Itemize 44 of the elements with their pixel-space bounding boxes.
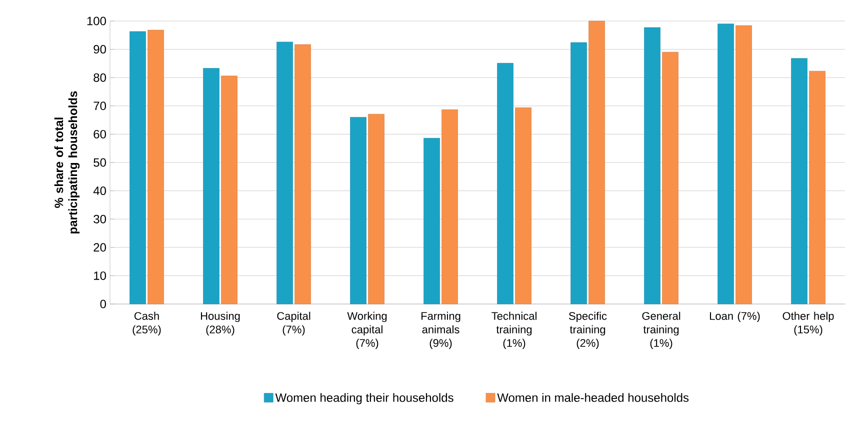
bar <box>718 24 734 304</box>
x-tick-label: Capital (7%) <box>277 312 310 336</box>
y-tick-label: 50 <box>94 158 106 167</box>
bar <box>148 30 164 304</box>
legend-label: Women in male-headed households <box>497 393 689 402</box>
x-tick-label: Technical training (1%) <box>492 312 536 350</box>
y-tick-label: 20 <box>94 243 106 252</box>
bar <box>130 31 146 304</box>
y-tick-label: 40 <box>93 186 106 196</box>
x-tick-label: Farming animals (9%) <box>421 312 460 350</box>
x-tick-label: General training (1%) <box>642 312 680 350</box>
bar <box>570 42 587 304</box>
bar <box>809 70 826 304</box>
bar <box>588 20 605 304</box>
bar <box>350 117 366 304</box>
y-tick-label: 10 <box>94 271 106 280</box>
bar <box>203 68 220 304</box>
y-tick-label: 90 <box>94 45 106 54</box>
x-tick-label: Cash (25%) <box>132 312 161 336</box>
y-tick-label: 60 <box>94 130 106 138</box>
bar <box>221 76 238 304</box>
x-tick-label: Housing (28%) <box>200 312 240 336</box>
bar <box>736 25 752 304</box>
bar <box>662 52 678 304</box>
x-tick-label: Other help (15%) <box>782 312 834 336</box>
bar <box>294 44 311 304</box>
y-tick-label: 80 <box>94 73 106 82</box>
bar <box>515 107 532 304</box>
bar <box>368 114 384 304</box>
y-tick-label: 30 <box>94 214 106 224</box>
bar <box>442 109 458 304</box>
x-tick-label: Working capital (7%) <box>347 312 387 350</box>
bar <box>424 138 440 304</box>
y-tick-label: 100 <box>87 16 106 26</box>
x-tick-label: Loan (7%) <box>710 312 760 322</box>
bar <box>791 58 808 304</box>
y-tick-label: 70 <box>94 102 106 110</box>
y-axis-title: % share of total participating households <box>54 91 80 234</box>
bar <box>276 42 293 304</box>
legend-label: Women heading their households <box>275 393 454 404</box>
bar <box>644 27 660 304</box>
bar <box>497 63 514 304</box>
y-tick-label: 0 <box>100 300 106 308</box>
x-tick-label: Specific training (2%) <box>569 312 607 350</box>
